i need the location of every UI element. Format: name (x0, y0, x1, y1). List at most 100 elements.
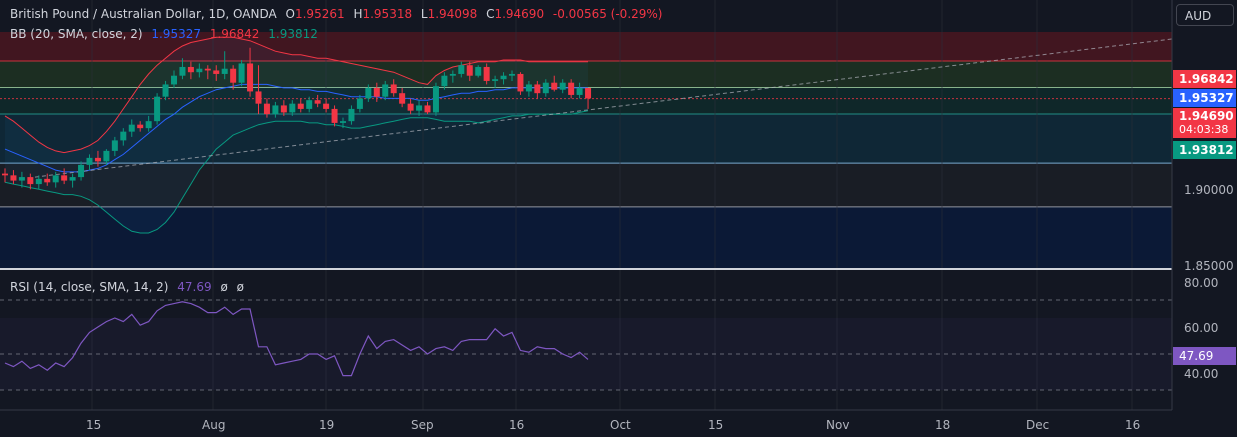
zone-band (0, 206, 1172, 268)
candle-body (128, 124, 135, 132)
candle-body (407, 103, 414, 111)
candle-body (492, 79, 499, 81)
candle-body (94, 157, 101, 162)
bb-label[interactable]: BB (20, SMA, close, 2) (10, 27, 143, 41)
close-label: C (486, 7, 495, 21)
candle-body (2, 173, 8, 176)
fibonacci-zones (0, 32, 1172, 268)
rsi-extra-2: ø (236, 280, 244, 294)
symbol-title[interactable]: British Pound / Australian Dollar, 1D, O… (10, 7, 277, 21)
candle-body (69, 177, 76, 181)
price-axis-label: 1.90000 (1184, 183, 1234, 197)
low-label: L (420, 7, 428, 21)
candle-body (154, 96, 161, 122)
last-price-tag: 1.94690 04:03:38 (1173, 108, 1236, 138)
time-axis-label: 15 (86, 418, 102, 432)
candle-body (424, 105, 431, 113)
bb-lower-line (4, 110, 589, 234)
candle-body (27, 177, 34, 185)
candle-body (399, 93, 406, 104)
time-axis-label: 16 (1125, 418, 1141, 432)
candle-body (466, 65, 473, 76)
bar-countdown: 04:03:38 (1179, 123, 1229, 136)
time-axis-label: Sep (411, 418, 434, 432)
price-axis-label: 1.85000 (1184, 259, 1234, 273)
candle-body (525, 84, 532, 92)
candle-body (162, 84, 169, 97)
time-axis-label: Nov (826, 418, 850, 432)
candle-body (145, 121, 152, 129)
candle-body (263, 103, 270, 115)
rsi-value-tag: 47.69 (1173, 347, 1236, 365)
time-axis-label: 15 (708, 418, 724, 432)
candle-body (272, 105, 279, 115)
zone-band (0, 113, 1172, 164)
candle-body (534, 84, 541, 94)
rsi-line (4, 301, 589, 377)
last-price-value: 1.94690 (1179, 109, 1234, 123)
zone-band (0, 60, 1172, 88)
zone-band (0, 32, 1172, 61)
legend-rsi[interactable]: RSI (14, close, SMA, 14, 2) 47.69 ø ø (10, 280, 249, 294)
time-axis-label: Aug (202, 418, 226, 432)
bb-lower-value: 1.93812 (268, 27, 318, 41)
candle-body (559, 82, 566, 90)
candle-body (542, 82, 549, 94)
high-label: H (353, 7, 363, 21)
candle-body (306, 100, 313, 109)
candle-body (103, 150, 110, 162)
rsi-value: 47.69 (177, 280, 212, 294)
candle-body (432, 86, 439, 113)
bb-upper-line (4, 36, 588, 154)
bb-upper-tag: 1.96842 (1173, 70, 1236, 88)
candle-body (568, 82, 575, 95)
candle-body (44, 178, 51, 183)
candle-body (500, 75, 507, 80)
candle-body (204, 68, 211, 71)
currency-button[interactable]: AUD (1176, 4, 1234, 26)
candle-body (137, 124, 144, 129)
candle-body (171, 75, 177, 85)
candle-body (230, 68, 237, 83)
bb-basis-tag: 1.95327 (1173, 89, 1236, 107)
candle-body (382, 84, 389, 97)
trend-line (34, 38, 1173, 178)
candle-body (255, 91, 262, 104)
candle-body (289, 103, 296, 113)
candle-body (297, 103, 304, 109)
candle-body (179, 66, 186, 76)
candle-body (52, 175, 59, 183)
low-value: 1.94098 (427, 7, 478, 21)
bb-upper-value: 1.96842 (209, 27, 260, 41)
candle-body (196, 68, 203, 73)
candle-body (238, 63, 245, 83)
candle-body (441, 75, 448, 87)
time-axis-label: 18 (935, 418, 951, 432)
rsi-axis-label: 80.00 (1184, 276, 1219, 290)
candle-body (323, 103, 330, 109)
candle-body (331, 108, 338, 123)
high-value: 1.95318 (362, 7, 413, 21)
candle-body (483, 66, 490, 81)
time-axis-label: Oct (610, 418, 631, 432)
close-value: 1.94690 (494, 7, 545, 21)
candle-body (517, 73, 524, 92)
candlestick-series (2, 47, 592, 190)
rsi-label[interactable]: RSI (14, close, SMA, 14, 2) (10, 280, 169, 294)
grid-lines (91, 0, 1133, 410)
candle-body (78, 164, 85, 178)
rsi-axis-label: 40.00 (1184, 367, 1219, 381)
candle-body (221, 68, 228, 74)
bb-basis-value: 1.95327 (151, 27, 201, 41)
legend-main[interactable]: British Pound / Australian Dollar, 1D, O… (10, 7, 668, 21)
bb-lower-tag: 1.93812 (1173, 141, 1236, 159)
candle-body (458, 65, 465, 74)
time-axis-label: 16 (509, 418, 525, 432)
candle-body (551, 82, 558, 90)
legend-bb[interactable]: BB (20, SMA, close, 2) 1.95327 1.96842 1… (10, 27, 323, 41)
open-label: O (285, 7, 295, 21)
candle-body (18, 177, 25, 181)
candle-body (111, 140, 118, 151)
candle-body (449, 73, 456, 76)
